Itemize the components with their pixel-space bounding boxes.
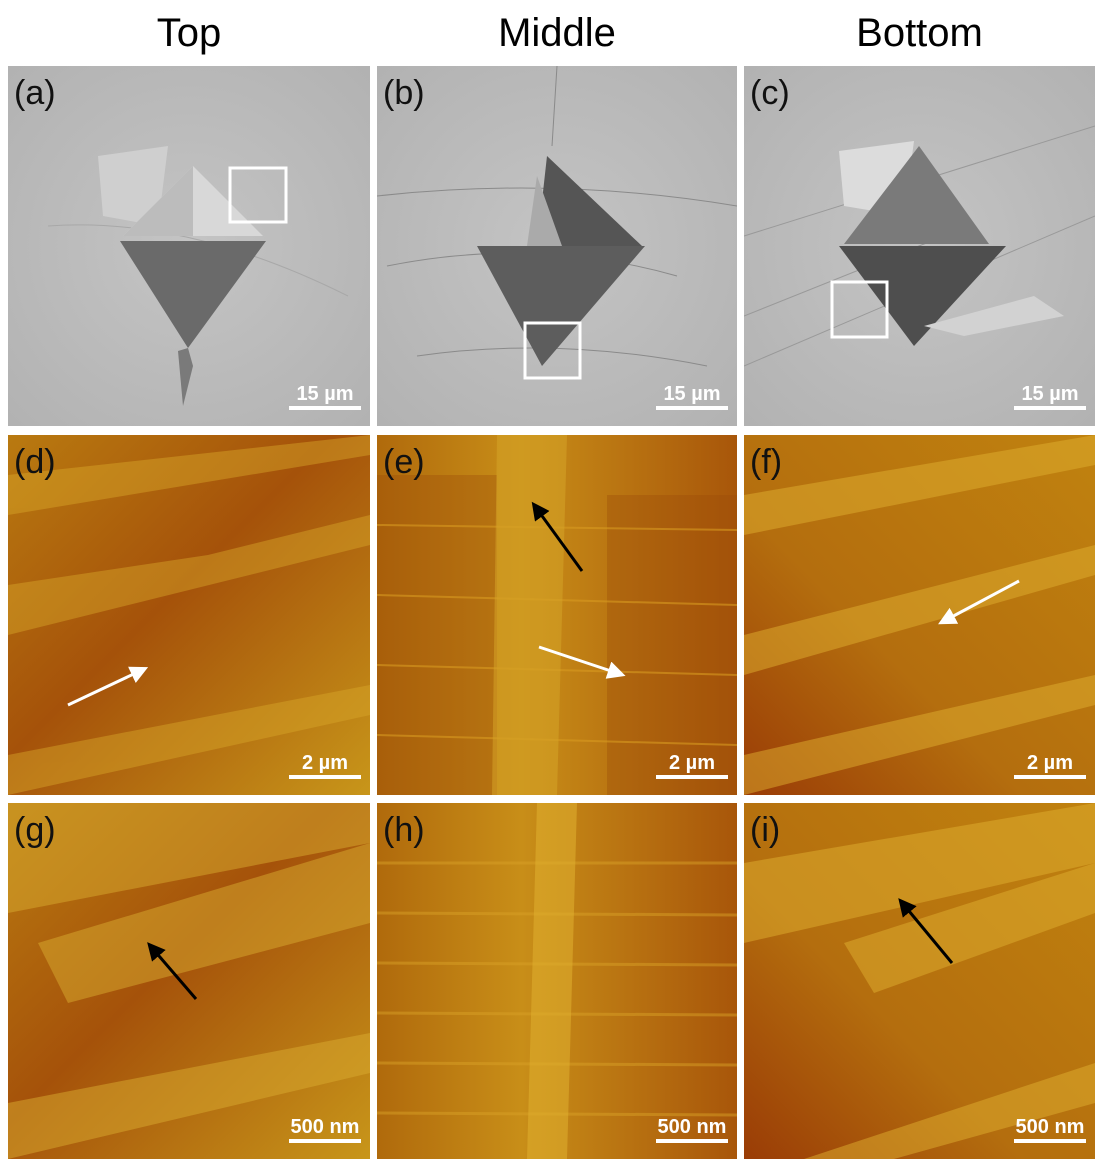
afm-image [8,435,370,795]
scale-bar [289,775,361,779]
scale-bar [289,1139,361,1143]
scale-bar-label: 500 nm [291,1116,360,1138]
scale-bar-label: 2 µm [669,752,715,774]
column-header: Bottom [856,11,983,55]
panel-label: (h) [383,811,425,849]
scale-bar [1014,1139,1086,1143]
afm-image [744,435,1095,795]
scale-bar [1014,775,1086,779]
sem-image [744,66,1095,426]
scale-bar-label: 15 µm [663,383,720,405]
panel-label: (a) [14,74,56,112]
scale-bar [289,406,361,410]
scale-bar-label: 2 µm [1027,752,1073,774]
scale-bar [656,406,728,410]
scale-bar-label: 500 nm [1016,1116,1085,1138]
scale-bar-label: 500 nm [658,1116,727,1138]
panel-label: (i) [750,811,780,849]
scale-bar [1014,406,1086,410]
scale-bar [656,775,728,779]
afm-image [8,803,370,1159]
panel-label: (f) [750,443,782,481]
afm-image [377,435,737,795]
scale-bar-label: 15 µm [296,383,353,405]
panel-label: (g) [14,811,56,849]
figure: Top Middle Bottom (a) 15 µm (b) 15 µm (c) 15 µm (… [0,0,1095,1159]
panel-label: (b) [383,74,425,112]
afm-image [377,803,737,1159]
scale-bar-label: 15 µm [1021,383,1078,405]
column-header: Middle [498,11,616,55]
column-header: Top [157,11,222,55]
afm-image [744,803,1095,1159]
panel-label: (c) [750,74,790,112]
scale-bar-label: 2 µm [302,752,348,774]
scale-bar [656,1139,728,1143]
sem-image [8,66,370,426]
panel-label: (d) [14,443,56,481]
sem-image [377,66,737,426]
panel-label: (e) [383,443,425,481]
